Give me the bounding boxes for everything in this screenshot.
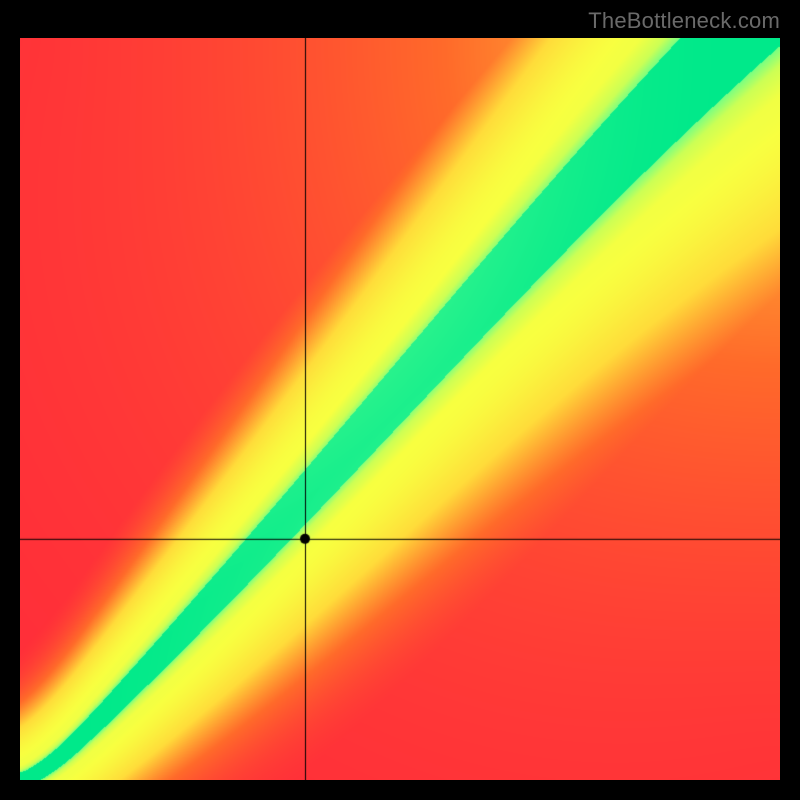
watermark-text: TheBottleneck.com (588, 8, 780, 34)
heatmap-plot (20, 38, 780, 780)
app-root: TheBottleneck.com (0, 0, 800, 800)
heatmap-canvas (20, 38, 780, 780)
